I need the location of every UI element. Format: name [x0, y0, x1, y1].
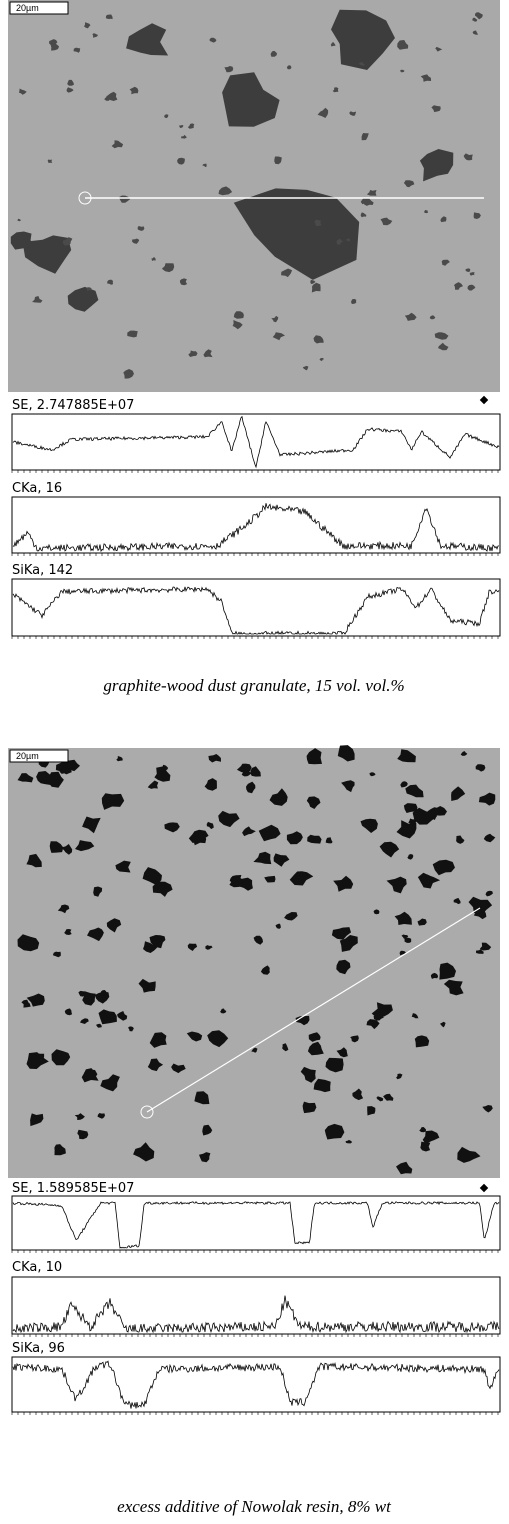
- particle: [303, 1102, 317, 1114]
- profile-frame: [12, 414, 500, 470]
- marker: [480, 396, 488, 404]
- profile-label: SiKa, 142: [12, 563, 73, 578]
- panel: 20µm SE, 2.747885E+07 CKa, 16 SiKa, 142 …: [8, 0, 500, 695]
- profile-label: SE, 2.747885E+07: [12, 398, 134, 413]
- scale-label: 20µm: [16, 3, 39, 13]
- figure: 20µm SE, 2.747885E+07 CKa, 16 SiKa, 142 …: [0, 0, 509, 1524]
- marker: [480, 1184, 488, 1192]
- profile-label: SiKa, 96: [12, 1341, 65, 1356]
- profile-label: SE, 1.589585E+07: [12, 1181, 134, 1196]
- profile-frame: [12, 497, 500, 553]
- particle: [11, 232, 33, 250]
- caption: excess additive of Nowolak resin, 8% wt: [117, 1497, 392, 1516]
- panel: 20µm SE, 1.589585E+07 CKa, 10 SiKa, 96 e…: [8, 745, 500, 1516]
- profile-frame: [12, 579, 500, 636]
- profile-label: CKa, 10: [12, 1260, 62, 1275]
- scale-label: 20µm: [16, 751, 39, 761]
- profile-label: CKa, 16: [12, 481, 62, 496]
- caption: graphite-wood dust granulate, 15 vol. vo…: [103, 676, 404, 695]
